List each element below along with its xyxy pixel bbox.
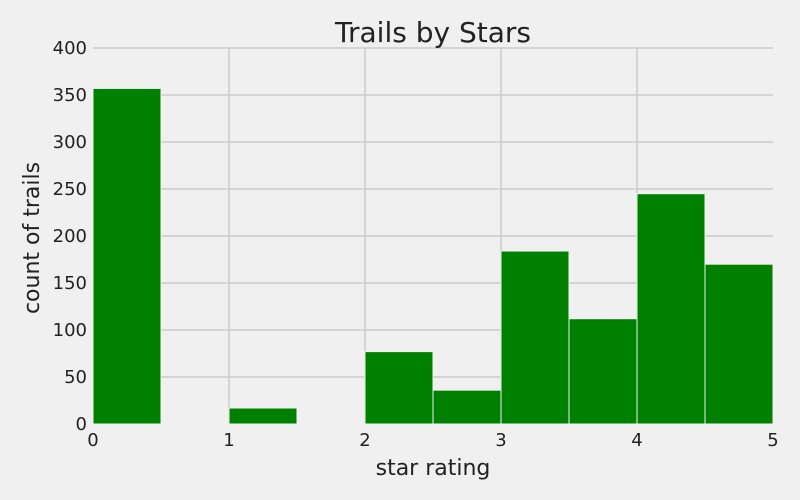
x-tick-label: 0 bbox=[87, 430, 98, 451]
histogram-bar bbox=[704, 263, 774, 425]
x-axis-ticks: 0 1 2 3 4 5 bbox=[87, 430, 778, 451]
y-tick-label: 50 bbox=[64, 367, 87, 388]
y-tick-label: 150 bbox=[53, 273, 87, 294]
x-tick-label: 1 bbox=[223, 430, 234, 451]
histogram-bar bbox=[636, 193, 706, 425]
histogram-bar bbox=[364, 351, 434, 425]
x-tick-label: 5 bbox=[767, 430, 778, 451]
y-tick-label: 400 bbox=[53, 38, 87, 59]
x-axis-label: star rating bbox=[376, 456, 491, 481]
histogram-bar bbox=[568, 318, 638, 425]
histogram-bar bbox=[500, 250, 570, 425]
histogram-bar bbox=[92, 87, 162, 425]
y-tick-label: 200 bbox=[53, 226, 87, 247]
y-tick-label: 350 bbox=[53, 85, 87, 106]
histogram-bar bbox=[228, 407, 298, 425]
histogram-bar bbox=[432, 389, 502, 425]
x-tick-label: 4 bbox=[631, 430, 642, 451]
y-axis-label: count of trails bbox=[20, 162, 45, 314]
y-tick-label: 100 bbox=[53, 320, 87, 341]
x-tick-label: 2 bbox=[359, 430, 370, 451]
y-tick-label: 300 bbox=[53, 132, 87, 153]
y-axis-ticks: 0 50 100 150 200 250 300 350 400 bbox=[53, 38, 87, 435]
x-tick-label: 3 bbox=[495, 430, 506, 451]
y-tick-label: 250 bbox=[53, 179, 87, 200]
y-tick-label: 0 bbox=[76, 414, 87, 435]
chart-title: Trails by Stars bbox=[334, 16, 531, 49]
bars bbox=[92, 87, 774, 425]
